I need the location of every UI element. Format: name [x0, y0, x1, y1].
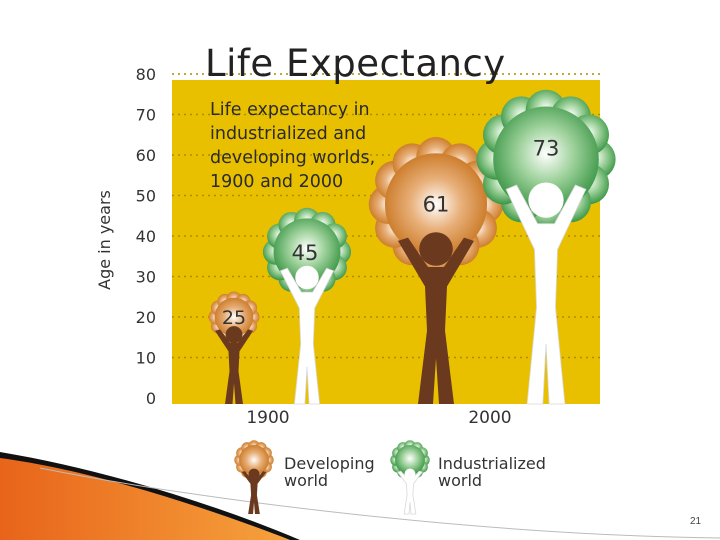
y-tick-label: 10: [136, 349, 156, 368]
bar-industrialized-1900: [262, 207, 352, 296]
trunk-developing-1900: [215, 329, 253, 404]
chart-title: Life Expectancy: [205, 42, 506, 85]
data-label-industrialized-2000: 73: [533, 136, 560, 160]
legend-label-line1: Developing: [284, 454, 375, 473]
legend-figure-developing: [241, 471, 267, 514]
y-tick-label: 30: [136, 268, 156, 287]
y-tick-label: 0: [146, 389, 156, 408]
data-label-developing-1900: 25: [222, 307, 246, 329]
trunk-industrialized-2000: [505, 184, 587, 405]
y-tick-label: 70: [136, 106, 156, 125]
legend-label-line2: world: [438, 471, 482, 490]
slide-number: 21: [690, 516, 702, 527]
trunk-industrialized-1900: [279, 267, 335, 405]
y-tick-label: 40: [136, 227, 156, 246]
data-label-developing-2000: 61: [423, 192, 450, 216]
y-axis-label: Age in years: [95, 190, 114, 290]
swoosh-orange: [0, 455, 290, 540]
chart-subtitle: Life expectancy in industrialized and de…: [210, 100, 376, 192]
trunk-industrialized-1900-head: [295, 265, 319, 290]
trunk-developing-2000: [398, 237, 474, 404]
y-tick-label: 20: [136, 308, 156, 327]
x-tick-label: 1900: [246, 408, 289, 428]
y-tick-label: 60: [136, 146, 156, 165]
trunk-industrialized-2000-head: [528, 182, 564, 218]
legend-label-line1: Industrialized: [438, 454, 546, 473]
data-label-industrialized-1900: 45: [292, 241, 319, 265]
legend-figure-developing-head: [248, 468, 260, 480]
trunk-developing-2000-head: [419, 232, 453, 266]
swoosh-black: [0, 452, 300, 540]
legend-label-line2: world: [284, 471, 328, 490]
y-tick-label: 50: [136, 187, 156, 206]
y-tick-label: 80: [136, 65, 156, 84]
legend-swatch-industrialized: [390, 440, 430, 480]
swoosh-line: [39, 467, 720, 539]
x-tick-label: 2000: [468, 408, 511, 428]
trunk-developing-1900-head: [225, 326, 243, 343]
legend-figure-industrialized-head: [404, 468, 416, 480]
